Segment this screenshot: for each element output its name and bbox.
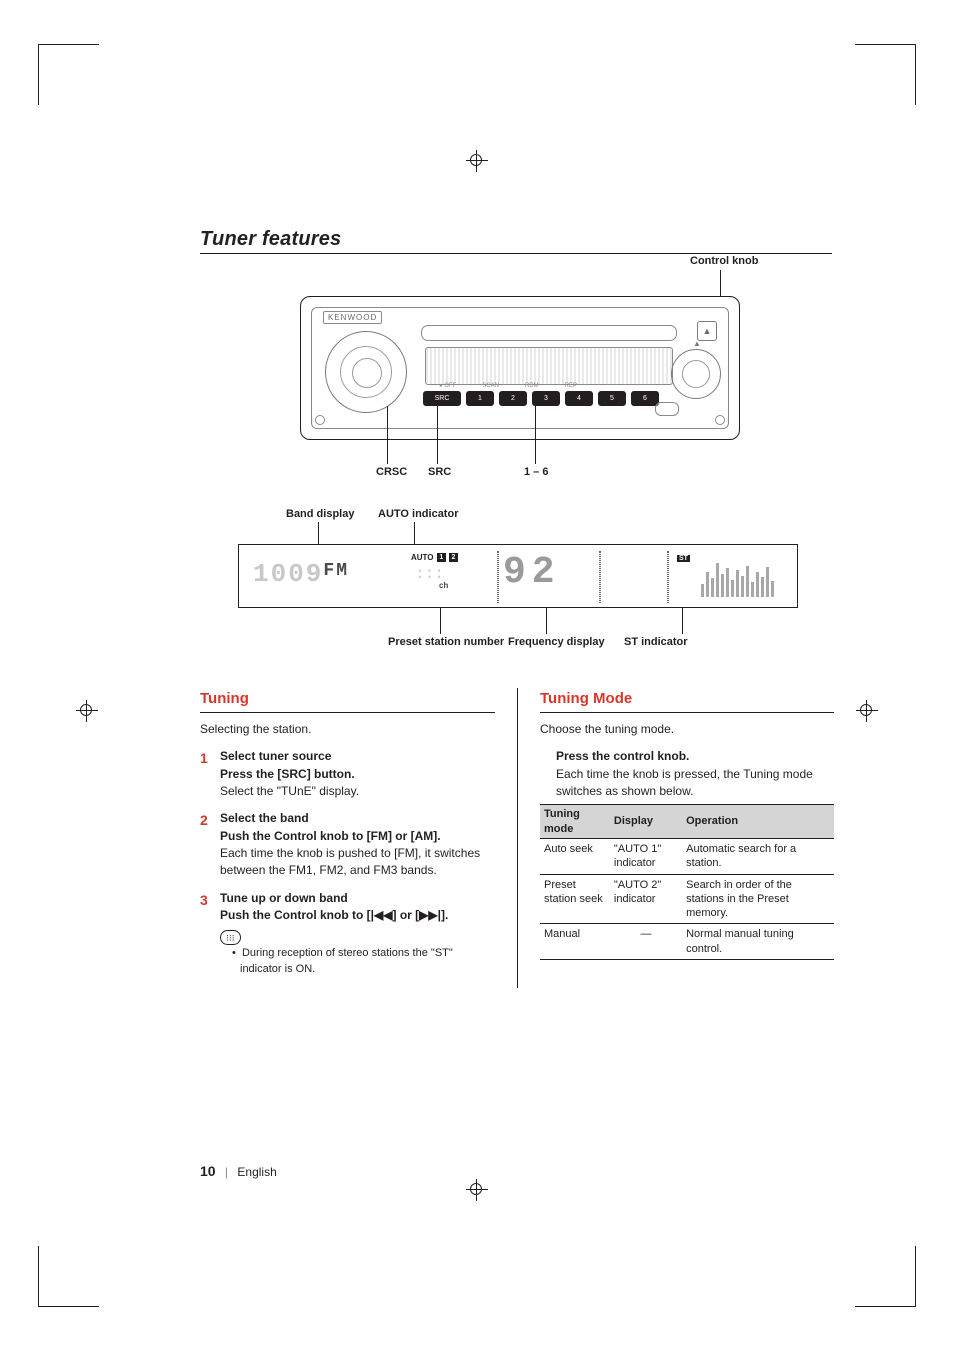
leader-line [440,608,441,634]
leader-line [535,406,536,464]
step-2: 2 Select the band Push the Control knob … [200,810,495,880]
lcd-divider [599,551,601,603]
preset-button: 5 [598,391,626,406]
table-header: Display [610,805,682,839]
lcd-divider [497,551,499,603]
callout-crsc: CRSC [376,466,407,478]
eject-button: ▲ [697,321,717,341]
step-number: 3 [200,890,212,978]
table-header: Tuning mode [540,805,610,839]
intro-text: Selecting the station. [200,721,495,738]
control-knob-arrows: ▲ [673,339,721,348]
src-button: SRC [423,391,461,406]
step-1: 1 Select tuner source Press the [SRC] bu… [200,748,495,800]
next-track-icon: ▶▶| [419,908,441,922]
intro-text: Choose the tuning mode. [540,721,834,738]
faceplate-display [425,347,673,385]
page-number: 10 [200,1163,216,1179]
note-icon: ⁝⁝⁝ [220,930,241,945]
table-row: Manual — Normal manual tuning control. [540,924,834,960]
leader-line [318,522,319,546]
column-tuning-mode: Tuning Mode Choose the tuning mode. Pres… [517,688,834,988]
column-tuning: Tuning Selecting the station. 1 Select t… [200,688,517,988]
button-row: SRC 1 2 3 4 5 6 [423,391,659,406]
diagram-area: Control knob KENWOOD ▲ ▲ ● OFF SCAN RDM … [200,268,832,668]
callout-auto-indicator: AUTO indicator [378,508,458,520]
table-row: Auto seek "AUTO 1" indicator Automatic s… [540,838,834,874]
section-title: Tuner features [200,228,832,254]
leader-line [682,608,683,634]
callout-control-knob: Control knob [690,255,758,267]
cd-slot [421,325,677,341]
volume-knob [325,331,407,413]
callout-st-indicator: ST indicator [624,636,688,648]
lcd-panel: 1009FM AUTO 1 2 ::: ch 92 ST [238,544,798,608]
step-title: Select the band [220,810,495,827]
step-desc: Each time the knob is pushed to [FM], it… [220,845,495,880]
preset-button: 2 [499,391,527,406]
preset-button: 3 [532,391,560,406]
stereo-faceplate: KENWOOD ▲ ▲ ● OFF SCAN RDM REP SRC 1 2 3… [300,296,740,440]
lcd-auto-indicator: AUTO 1 2 [411,553,458,562]
step-number: 2 [200,810,212,880]
footer-separator: | [225,1165,228,1179]
page-footer: 10 | English [200,1163,277,1179]
step-action: Push the Control knob to [FM] or [AM]. [220,828,495,845]
leader-line [387,406,388,464]
screw-hole-icon [315,415,325,425]
control-knob [671,349,721,399]
step-number: 1 [200,748,212,800]
screw-hole-icon [715,415,725,425]
step-desc: Select the "TUnE" display. [220,783,359,800]
heading-tuning: Tuning [200,688,495,713]
step-note: During reception of stereo stations the … [240,946,495,978]
button-sublabels: ● OFF SCAN RDM REP [439,383,577,389]
lcd-eq-bars [701,555,787,597]
leader-line [437,406,438,464]
lcd-st-indicator: ST [677,553,690,562]
lcd-ch-label: ch [439,581,448,590]
step-title: Tune up or down band [220,890,495,907]
prev-track-icon: |◀◀ [371,908,393,922]
callout-frequency-display: Frequency display [508,636,605,648]
heading-tuning-mode: Tuning Mode [540,688,834,713]
preset-button: 4 [565,391,593,406]
leader-line [414,522,415,546]
table-row: Preset station seek "AUTO 2" indicator S… [540,874,834,924]
desc-text: Each time the knob is pressed, the Tunin… [556,766,834,801]
lcd-frequency: 92 [503,551,561,594]
tuning-mode-table: Tuning mode Display Operation Auto seek … [540,804,834,960]
step-title: Select tuner source [220,748,359,765]
brand-label: KENWOOD [323,311,382,324]
release-button [655,402,679,416]
step-action: Press the [SRC] button. [220,766,359,783]
callout-preset-station-number: Preset station number [388,636,504,648]
callout-preset-range: 1 – 6 [524,466,548,478]
lcd-band-digits: 1009FM [253,559,349,589]
preset-button: 6 [631,391,659,406]
callout-band-display: Band display [286,508,354,520]
step-3: 3 Tune up or down band Push the Control … [200,890,495,978]
action-text: Press the control knob. [556,748,834,765]
step-action: Push the Control knob to [|◀◀] or [▶▶|]. [220,907,495,924]
preset-button: 1 [466,391,494,406]
callout-src: SRC [428,466,451,478]
table-header: Operation [682,805,834,839]
leader-line [546,608,547,634]
footer-language: English [237,1165,276,1179]
lcd-divider [667,551,669,603]
